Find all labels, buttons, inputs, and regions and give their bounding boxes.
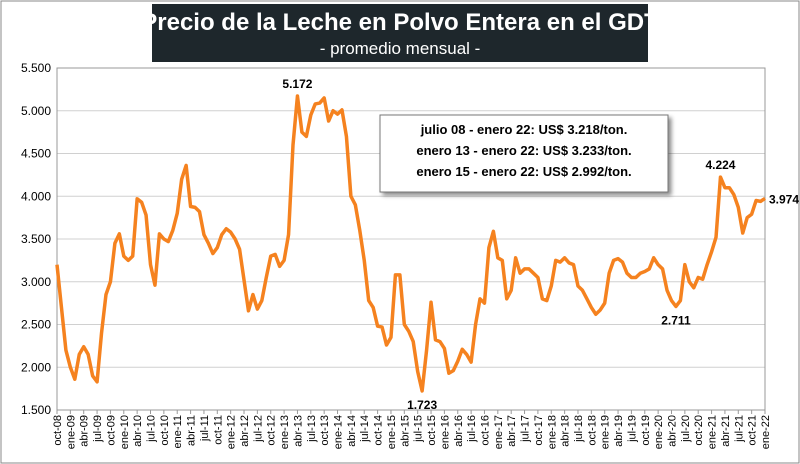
x-tick-label: ene-12 bbox=[226, 415, 238, 449]
x-tick-label: abr-14 bbox=[346, 415, 358, 447]
x-tick-label: jul-21 bbox=[733, 415, 745, 443]
title-box bbox=[152, 4, 648, 62]
x-tick-label: ene-11 bbox=[172, 415, 184, 448]
note: enero 15 - enero 22: US$ 2.992/ton. bbox=[416, 164, 631, 179]
x-tick-label: ene-16 bbox=[439, 415, 451, 449]
x-tick-label: jul-10 bbox=[146, 415, 158, 443]
y-tick-label: 1.500 bbox=[21, 403, 51, 417]
y-tick-label: 4.500 bbox=[21, 147, 51, 161]
x-tick-label: oct-10 bbox=[159, 415, 171, 446]
y-tick-label: 5.500 bbox=[21, 61, 51, 75]
y-tick-label: 3.500 bbox=[21, 232, 51, 246]
x-tick-label: ene-19 bbox=[600, 415, 612, 449]
y-tick-label: 2.000 bbox=[21, 360, 51, 374]
note: julio 08 - enero 22: US$ 3.218/ton. bbox=[420, 122, 628, 137]
data-label: 5.172 bbox=[282, 77, 312, 91]
chart-title: Precio de la Leche en Polvo Entera en el… bbox=[141, 9, 659, 36]
x-tick-label: abr-18 bbox=[560, 415, 572, 447]
data-label: 4.224 bbox=[705, 158, 735, 172]
x-tick-label: abr-10 bbox=[132, 415, 144, 447]
x-tick-label: abr-09 bbox=[79, 415, 91, 447]
x-tick-label: jul-14 bbox=[359, 415, 371, 443]
x-tick-label: abr-15 bbox=[399, 415, 411, 447]
x-tick-label: abr-21 bbox=[720, 415, 732, 447]
x-tick-label: ene-22 bbox=[760, 415, 772, 449]
x-tick-label: ene-15 bbox=[386, 415, 398, 449]
x-tick-label: oct-11 bbox=[212, 415, 224, 445]
x-tick-label: abr-16 bbox=[453, 415, 465, 447]
x-tick-label: jul-09 bbox=[92, 415, 104, 443]
x-tick-label: jul-13 bbox=[306, 415, 318, 443]
x-tick-label: abr-19 bbox=[613, 415, 625, 447]
x-tick-label: abr-13 bbox=[292, 415, 304, 447]
x-tick-label: jul-20 bbox=[680, 415, 692, 443]
x-tick-label: oct-14 bbox=[373, 415, 385, 446]
x-tick-label: ene-20 bbox=[653, 415, 665, 449]
x-tick-label: ene-09 bbox=[65, 415, 77, 449]
x-tick-label: oct-08 bbox=[52, 415, 64, 446]
x-tick-label: abr-12 bbox=[239, 415, 251, 447]
y-tick-label: 2.500 bbox=[21, 318, 51, 332]
x-tick-label: jul-17 bbox=[520, 415, 532, 443]
x-tick-label: oct-19 bbox=[640, 415, 652, 446]
note-box bbox=[379, 114, 669, 193]
x-tick-label: oct-21 bbox=[747, 415, 759, 446]
x-tick-label: ene-10 bbox=[119, 415, 131, 449]
y-tick-label: 4.000 bbox=[21, 189, 51, 203]
y-tick-label: 5.000 bbox=[21, 104, 51, 118]
x-tick-label: abr-17 bbox=[506, 415, 518, 447]
chart-subtitle: - promedio mensual - bbox=[320, 39, 481, 58]
x-tick-label: oct-15 bbox=[426, 415, 438, 446]
data-label: 3.974 bbox=[769, 192, 799, 206]
data-label: 2.711 bbox=[661, 313, 691, 327]
x-tick-label: jul-16 bbox=[466, 415, 478, 443]
x-tick-label: ene-21 bbox=[707, 415, 719, 449]
x-tick-label: ene-14 bbox=[333, 415, 345, 449]
x-tick-label: oct-16 bbox=[479, 415, 491, 446]
x-tick-label: ene-17 bbox=[493, 415, 505, 449]
x-tick-label: jul-12 bbox=[252, 415, 264, 443]
data-line bbox=[55, 94, 766, 393]
x-tick-label: ene-13 bbox=[279, 415, 291, 449]
x-tick-label: ene-18 bbox=[546, 415, 558, 449]
x-tick-label: jul-15 bbox=[413, 415, 425, 443]
x-tick-label: oct-12 bbox=[266, 415, 278, 446]
x-tick-label: oct-18 bbox=[586, 415, 598, 446]
data-label: 1.723 bbox=[407, 398, 437, 412]
x-tick-label: oct-17 bbox=[533, 415, 545, 446]
note: enero 13 - enero 22: US$ 3.233/ton. bbox=[416, 143, 631, 158]
plot-area bbox=[56, 67, 766, 411]
x-tick-label: oct-13 bbox=[319, 415, 331, 446]
x-tick-label: jul-11 bbox=[199, 415, 211, 442]
y-tick-label: 3.000 bbox=[21, 275, 51, 289]
x-tick-label: abr-11 bbox=[186, 415, 198, 446]
x-tick-label: jul-18 bbox=[573, 415, 585, 443]
x-tick-label: oct-09 bbox=[105, 415, 117, 446]
x-tick-label: abr-20 bbox=[666, 415, 678, 447]
x-tick-label: jul-19 bbox=[626, 415, 638, 443]
x-tick-label: oct-20 bbox=[693, 415, 705, 446]
